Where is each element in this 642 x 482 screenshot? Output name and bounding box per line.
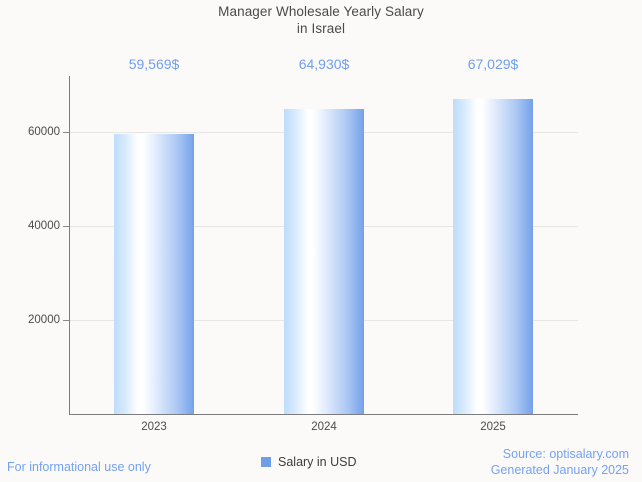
footer-disclaimer: For informational use only	[7, 460, 151, 474]
chart-legend[interactable]: Salary in USD	[255, 450, 363, 474]
chart-title-line2: in Israel	[296, 21, 346, 36]
y-tick-label: 20000	[28, 314, 60, 326]
y-tick-mark	[63, 320, 70, 321]
bar-value-label: 59,569$	[128, 56, 180, 72]
y-tick-label: 40000	[28, 220, 60, 232]
x-axis-line	[69, 414, 578, 415]
legend-label-salary-in-usd: Salary in USD	[278, 455, 357, 469]
chart-title-line1: Manager Wholesale Yearly Salary	[218, 4, 424, 19]
bar[interactable]	[453, 99, 533, 414]
footer-generated: Generated January 2025	[490, 463, 629, 477]
bar-value-label: 67,029$	[467, 56, 519, 72]
x-category-label: 2025	[480, 421, 506, 433]
chart-title: Manager Wholesale Yearly Salary in Israe…	[0, 3, 642, 37]
y-tick-label: 60000	[28, 126, 60, 138]
bar-value-label: 64,930$	[298, 56, 350, 72]
legend-swatch-salary-in-usd	[261, 457, 271, 467]
footer-source-block: Source: optisalary.com Generated January…	[491, 446, 629, 478]
y-axis-line	[69, 76, 70, 415]
footer-source: Source: optisalary.com	[502, 447, 629, 461]
bar[interactable]	[284, 109, 364, 414]
bar[interactable]	[114, 134, 194, 414]
x-category-label: 2023	[141, 421, 167, 433]
x-category-label: 2024	[311, 421, 337, 433]
y-tick-mark	[63, 226, 70, 227]
y-tick-mark	[63, 132, 70, 133]
